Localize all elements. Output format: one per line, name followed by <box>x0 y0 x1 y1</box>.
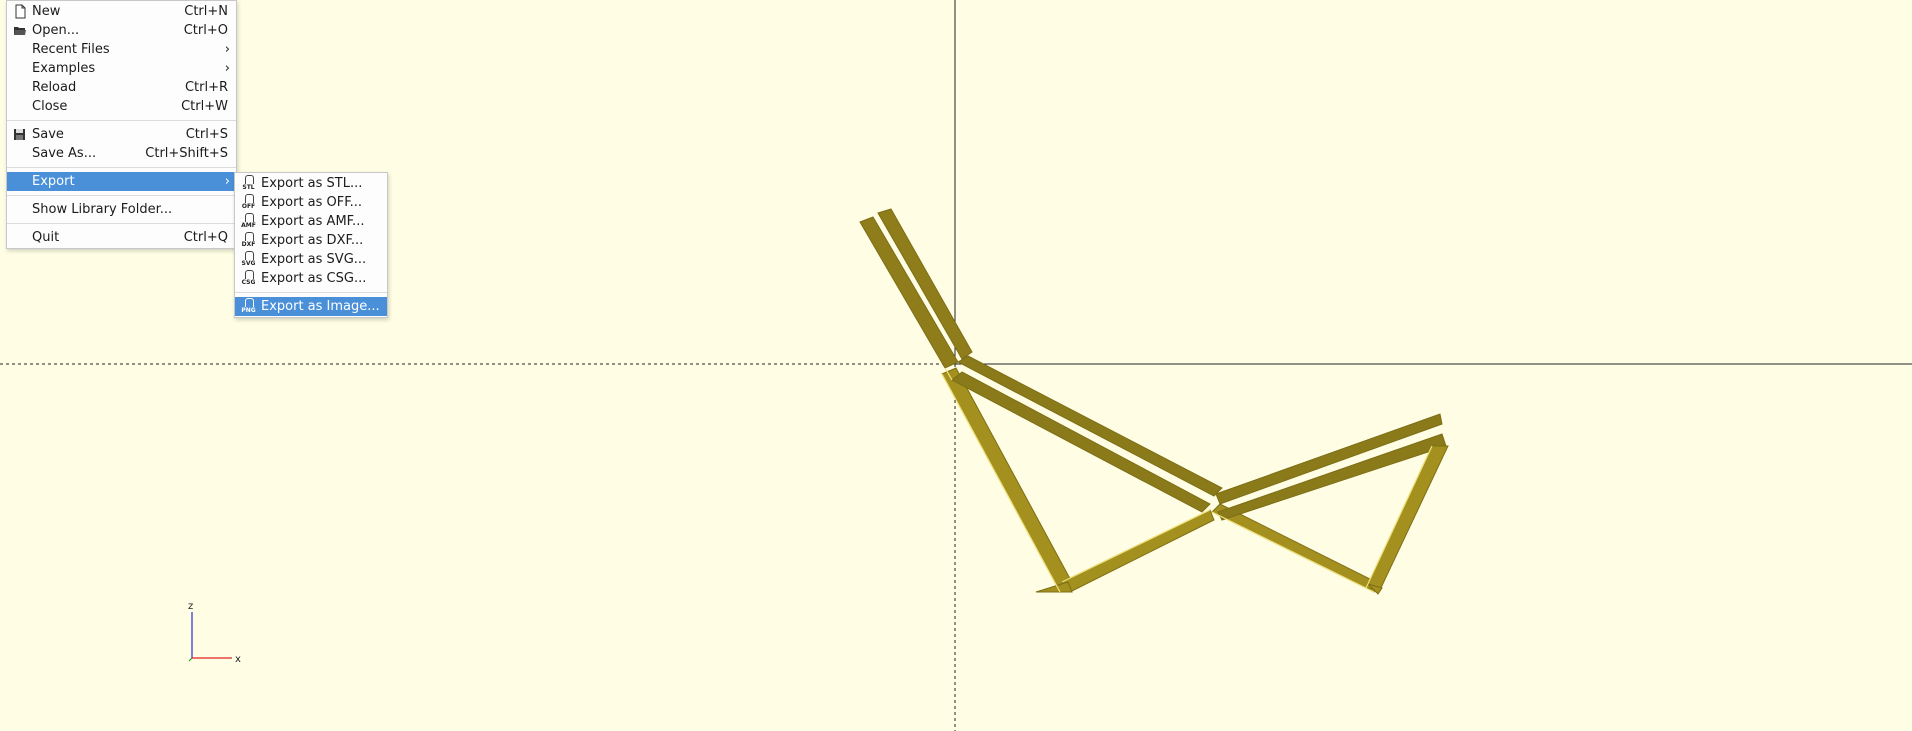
menu-item-label: Export as DXF... <box>261 233 364 248</box>
save-icon <box>13 127 27 142</box>
menu-item-label: New <box>32 4 61 19</box>
stl-file-icon: STL <box>241 175 256 192</box>
menu-item-label: Quit <box>32 230 60 245</box>
menu-separator <box>7 195 236 196</box>
menu-item-label: Open... <box>32 23 80 38</box>
menu-item-label: Reload <box>32 80 77 95</box>
menu-item-examples[interactable]: Examples › <box>7 59 236 78</box>
off-file-icon: OFF <box>241 194 256 211</box>
menu-separator <box>7 167 236 168</box>
menu-item-save-as[interactable]: Save As... Ctrl+Shift+S <box>7 144 236 163</box>
menu-item-quit[interactable]: Quit Ctrl+Q <box>7 228 236 247</box>
menu-item-label: Save <box>32 127 64 142</box>
menu-item-shortcut: Ctrl+Shift+S <box>145 146 228 161</box>
chevron-right-icon: › <box>224 174 230 189</box>
png-file-icon: PNG <box>241 298 256 315</box>
menu-separator <box>7 223 236 224</box>
export-submenu: STL Export as STL... OFF Export as OFF..… <box>234 172 388 318</box>
dxf-file-icon: DXF <box>241 232 256 249</box>
x-axis-label: x <box>235 654 241 665</box>
menu-item-show-library-folder[interactable]: Show Library Folder... <box>7 200 236 219</box>
svg-file-icon: SVG <box>241 251 256 268</box>
menu-item-recent-files[interactable]: Recent Files › <box>7 40 236 59</box>
menu-item-new[interactable]: New Ctrl+N <box>7 2 236 21</box>
menu-item-label: Export as OFF... <box>261 195 363 210</box>
menu-item-label: Export as Image... <box>261 299 380 314</box>
menu-item-label: Examples <box>32 61 96 76</box>
menu-item-shortcut: Ctrl+S <box>185 127 228 142</box>
menu-separator <box>7 120 236 121</box>
menu-item-export-svg[interactable]: SVG Export as SVG... <box>235 250 387 269</box>
model-edge-highlights <box>941 367 1433 593</box>
menu-item-save[interactable]: Save Ctrl+S <box>7 125 236 144</box>
menu-item-export-dxf[interactable]: DXF Export as DXF... <box>235 231 387 250</box>
menu-item-label: Export as STL... <box>261 176 363 191</box>
rendered-model <box>859 208 1449 595</box>
z-axis-label: z <box>188 601 193 612</box>
menu-item-label: Recent Files <box>32 42 110 57</box>
menu-item-shortcut: Ctrl+N <box>184 4 228 19</box>
menu-separator <box>235 292 387 293</box>
menu-item-shortcut: Ctrl+W <box>181 99 228 114</box>
menu-item-export-csg[interactable]: CSG Export as CSG... <box>235 269 387 288</box>
menu-item-label: Export as SVG... <box>261 252 367 267</box>
y-axis-line <box>188 657 193 662</box>
menu-item-export-image[interactable]: PNG Export as Image... <box>235 297 387 316</box>
menu-item-export-stl[interactable]: STL Export as STL... <box>235 174 387 193</box>
menu-item-reload[interactable]: Reload Ctrl+R <box>7 78 236 97</box>
chevron-right-icon: › <box>224 42 230 57</box>
menu-item-shortcut: Ctrl+O <box>183 23 228 38</box>
axis-orientation-widget: z x <box>188 601 241 665</box>
menu-item-open[interactable]: Open... Ctrl+O <box>7 21 236 40</box>
menu-item-close[interactable]: Close Ctrl+W <box>7 97 236 116</box>
menu-item-label: Save As... <box>32 146 97 161</box>
menu-item-shortcut: Ctrl+R <box>184 80 228 95</box>
file-menu: New Ctrl+N Open... Ctrl+O Recent Files ›… <box>6 0 237 249</box>
menu-item-export-amf[interactable]: AMF Export as AMF... <box>235 212 387 231</box>
amf-file-icon: AMF <box>241 213 256 230</box>
new-file-icon <box>13 4 27 19</box>
menu-item-label: Show Library Folder... <box>32 202 173 217</box>
menu-item-label: Close <box>32 99 68 114</box>
menu-item-export-off[interactable]: OFF Export as OFF... <box>235 193 387 212</box>
open-folder-icon <box>13 23 27 38</box>
menu-item-label: Export as CSG... <box>261 271 367 286</box>
chevron-right-icon: › <box>224 61 230 76</box>
menu-item-label: Export as AMF... <box>261 214 365 229</box>
menu-item-shortcut: Ctrl+Q <box>183 230 228 245</box>
csg-file-icon: CSG <box>241 270 256 287</box>
menu-item-label: Export <box>32 174 75 189</box>
menu-item-export[interactable]: Export › <box>7 172 236 191</box>
